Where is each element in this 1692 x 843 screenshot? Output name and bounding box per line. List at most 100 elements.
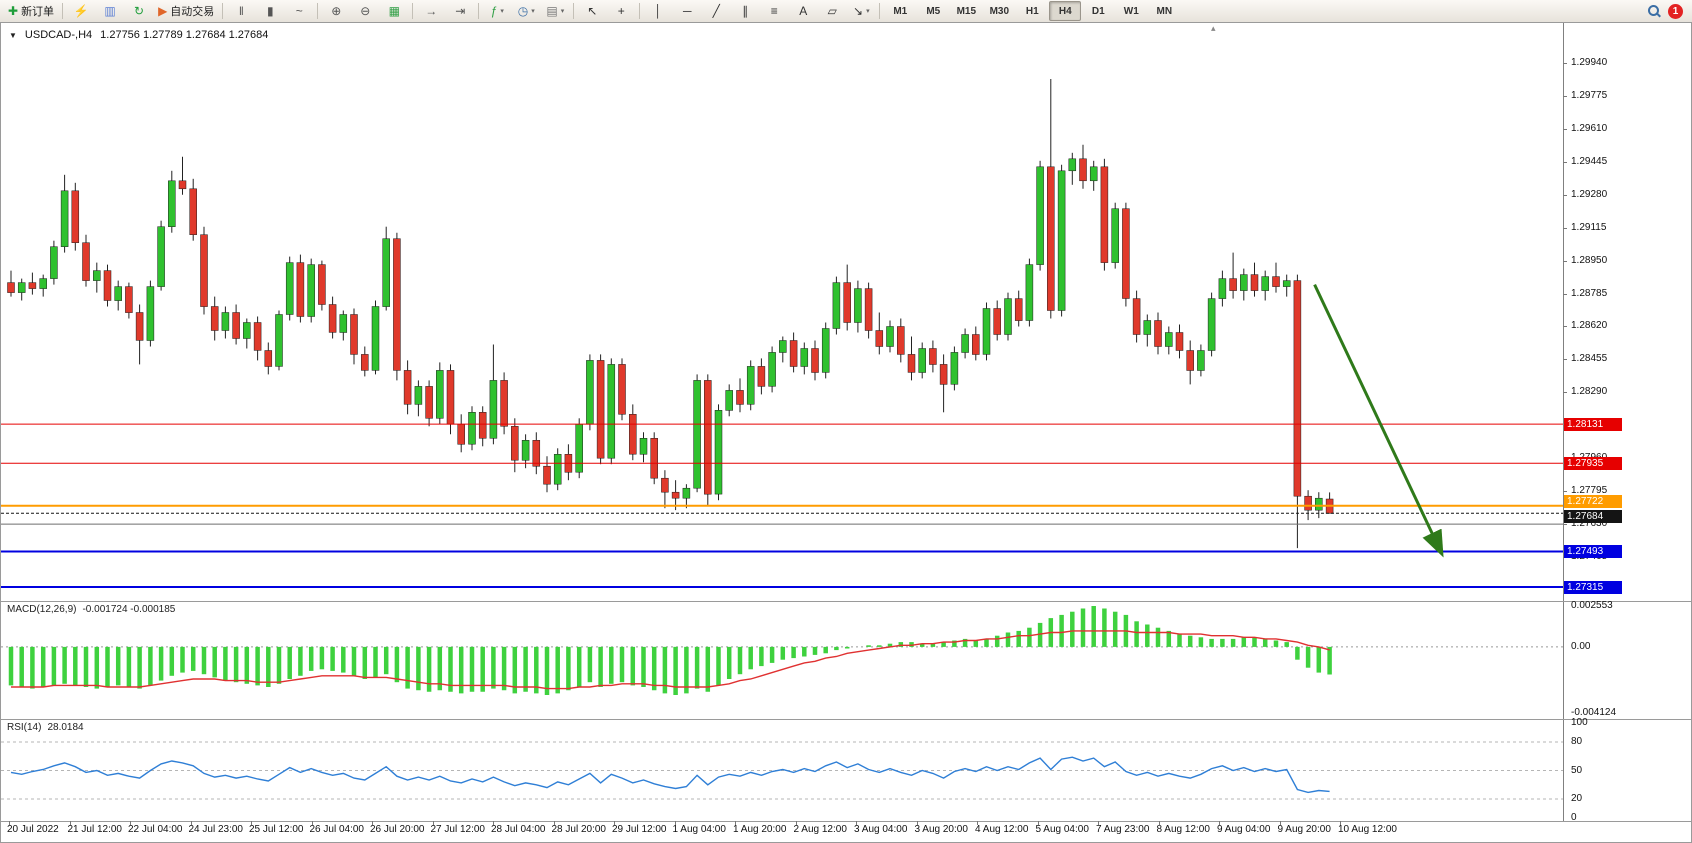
time-tick-mark: [553, 821, 555, 825]
pane-divider-macd[interactable]: [1, 601, 1691, 602]
toolbar-separator: [573, 3, 575, 19]
chart-canvas[interactable]: [1, 23, 1563, 843]
notification-badge[interactable]: 1: [1668, 3, 1683, 19]
price-tick-mark: [1563, 194, 1567, 196]
price-tick-label: 1.28785: [1571, 287, 1608, 299]
channel-button[interactable]: ∥: [731, 1, 759, 21]
time-tick-mark: [856, 821, 857, 825]
trendline-button[interactable]: ╱: [702, 1, 730, 21]
time-tick-mark: [1158, 821, 1160, 825]
price-line-label: 1.27493: [1564, 544, 1622, 558]
shapes-button[interactable]: ↘ ▾: [847, 1, 875, 21]
candlestick-chart-icon: ▮: [266, 4, 274, 18]
time-tick-label: 3 Aug 20:00: [914, 824, 968, 835]
chart-area[interactable]: ▼ USDCAD-,H4 1.27756 1.27789 1.27684 1.2…: [0, 22, 1692, 843]
metaeditor-icon[interactable]: ⚡: [67, 1, 95, 21]
tile-windows-button[interactable]: ▦: [380, 1, 408, 21]
bar-chart-button[interactable]: ‖: [227, 1, 255, 21]
price-tick-mark: [1563, 293, 1567, 295]
horizontal-line-button[interactable]: ─: [673, 1, 701, 21]
price-axis-separator: [1563, 23, 1564, 821]
price-line-label: 1.28131: [1564, 417, 1622, 431]
crosshair-button[interactable]: +: [607, 1, 635, 21]
new-order-button[interactable]: ✚ 新订单: [4, 1, 58, 21]
timeframe-w1-button[interactable]: W1: [1123, 5, 1139, 17]
time-tick-label: 21 Jul 12:00: [67, 824, 123, 835]
price-line-label: 1.27315: [1564, 580, 1622, 594]
timeframe-h1-button[interactable]: H1: [1025, 5, 1039, 17]
indicators-icon: ƒ: [490, 4, 498, 18]
time-tick-mark: [251, 821, 252, 825]
time-tick-mark: [916, 821, 918, 825]
crosshair-icon: +: [617, 4, 625, 18]
one-click-trading-icon[interactable]: ▼: [9, 30, 17, 40]
price-tick-label: 1.29940: [1571, 57, 1608, 68]
zoom-in-button[interactable]: ⊕: [322, 1, 350, 21]
toolbar-separator: [412, 3, 414, 19]
vertical-line-button[interactable]: │: [644, 1, 672, 21]
metaeditor-icon-icon: ⚡: [73, 4, 89, 18]
chart-shift-button[interactable]: ⇥: [446, 1, 474, 21]
chart-title: ▼ USDCAD-,H4 1.27756 1.27789 1.27684 1.2…: [9, 29, 268, 41]
time-tick-mark: [735, 821, 736, 825]
price-tick-mark: [1563, 491, 1567, 493]
time-tick-label: 5 Aug 04:00: [1035, 824, 1089, 835]
label-icon: ▱: [827, 4, 837, 18]
market-watch-icon-icon: ▥: [104, 4, 116, 18]
zoom-out-button[interactable]: ⊖: [351, 1, 379, 21]
time-tick-mark: [1219, 821, 1220, 825]
auto-trading-button[interactable]: ▶ 自动交易: [154, 1, 218, 21]
line-chart-button[interactable]: ~: [285, 1, 313, 21]
time-tick-mark: [372, 821, 373, 825]
time-tick-label: 1 Aug 04:00: [672, 824, 726, 835]
timeframe-m1-button[interactable]: M1: [893, 5, 908, 17]
horizontal-line-icon: ─: [683, 4, 692, 18]
price-tick-mark: [1563, 161, 1567, 163]
refresh-icon[interactable]: ↻: [125, 1, 153, 21]
price-tick-label: 1.27795: [1571, 485, 1608, 497]
timeframe-mn-button[interactable]: MN: [1156, 5, 1173, 17]
price-tick-mark: [1563, 359, 1567, 361]
macd-name: MACD(12,26,9): [7, 604, 77, 615]
new-order-icon: ✚: [8, 4, 19, 18]
timeframe-h4-button[interactable]: H4: [1049, 1, 1082, 21]
text-button[interactable]: A: [789, 1, 817, 21]
label-button[interactable]: ▱: [818, 1, 846, 21]
time-tick-mark: [674, 821, 676, 825]
auto-trading-icon: ▶: [158, 4, 168, 18]
time-tick-label: 10 Aug 12:00: [1338, 824, 1397, 835]
time-tick-mark: [130, 821, 131, 825]
timeframe-m30-button[interactable]: M30: [989, 5, 1010, 17]
trendline-icon: ╱: [712, 4, 720, 18]
time-tick-mark: [614, 821, 615, 825]
templates-icon: ▤: [546, 4, 558, 18]
fibonacci-icon: ≡: [770, 4, 778, 18]
pane-divider-rsi[interactable]: [1, 719, 1691, 720]
macd-axis-label: 0.00: [1571, 640, 1591, 652]
timeframe-m15-button[interactable]: M15: [956, 5, 977, 17]
text-icon: A: [799, 4, 808, 18]
indicators-button[interactable]: ƒ ▾: [483, 1, 511, 21]
search-icon[interactable]: [1648, 5, 1660, 17]
channel-icon: ∥: [742, 4, 749, 18]
cursor-button[interactable]: ↖: [578, 1, 606, 21]
fibonacci-button[interactable]: ≡: [760, 1, 788, 21]
refresh-icon-icon: ↻: [134, 4, 145, 18]
new-order-button-label: 新订单: [21, 6, 55, 18]
templates-button[interactable]: ▤ ▾: [541, 1, 569, 21]
timeframe-d1-button[interactable]: D1: [1091, 5, 1105, 17]
chart-shift-marker-icon[interactable]: ▴: [1211, 23, 1216, 33]
timeframe-m5-button[interactable]: M5: [926, 5, 941, 17]
time-tick-label: 2 Aug 12:00: [793, 824, 847, 835]
ohlc-values: 1.27756 1.27789 1.27684 1.27684: [100, 29, 269, 41]
market-watch-icon[interactable]: ▥: [96, 1, 124, 21]
toolbar-separator: [639, 3, 641, 19]
auto-scroll-button[interactable]: →: [417, 1, 445, 21]
candlestick-chart-button[interactable]: ▮: [256, 1, 284, 21]
macd-axis-label: 0.002553: [1571, 600, 1613, 611]
time-tick-mark: [977, 821, 978, 825]
rsi-axis-label: 50: [1571, 764, 1583, 776]
periods-button[interactable]: ◷ ▾: [512, 1, 540, 21]
time-tick-mark: [1037, 821, 1039, 825]
chevron-down-icon: ▾: [531, 8, 535, 15]
